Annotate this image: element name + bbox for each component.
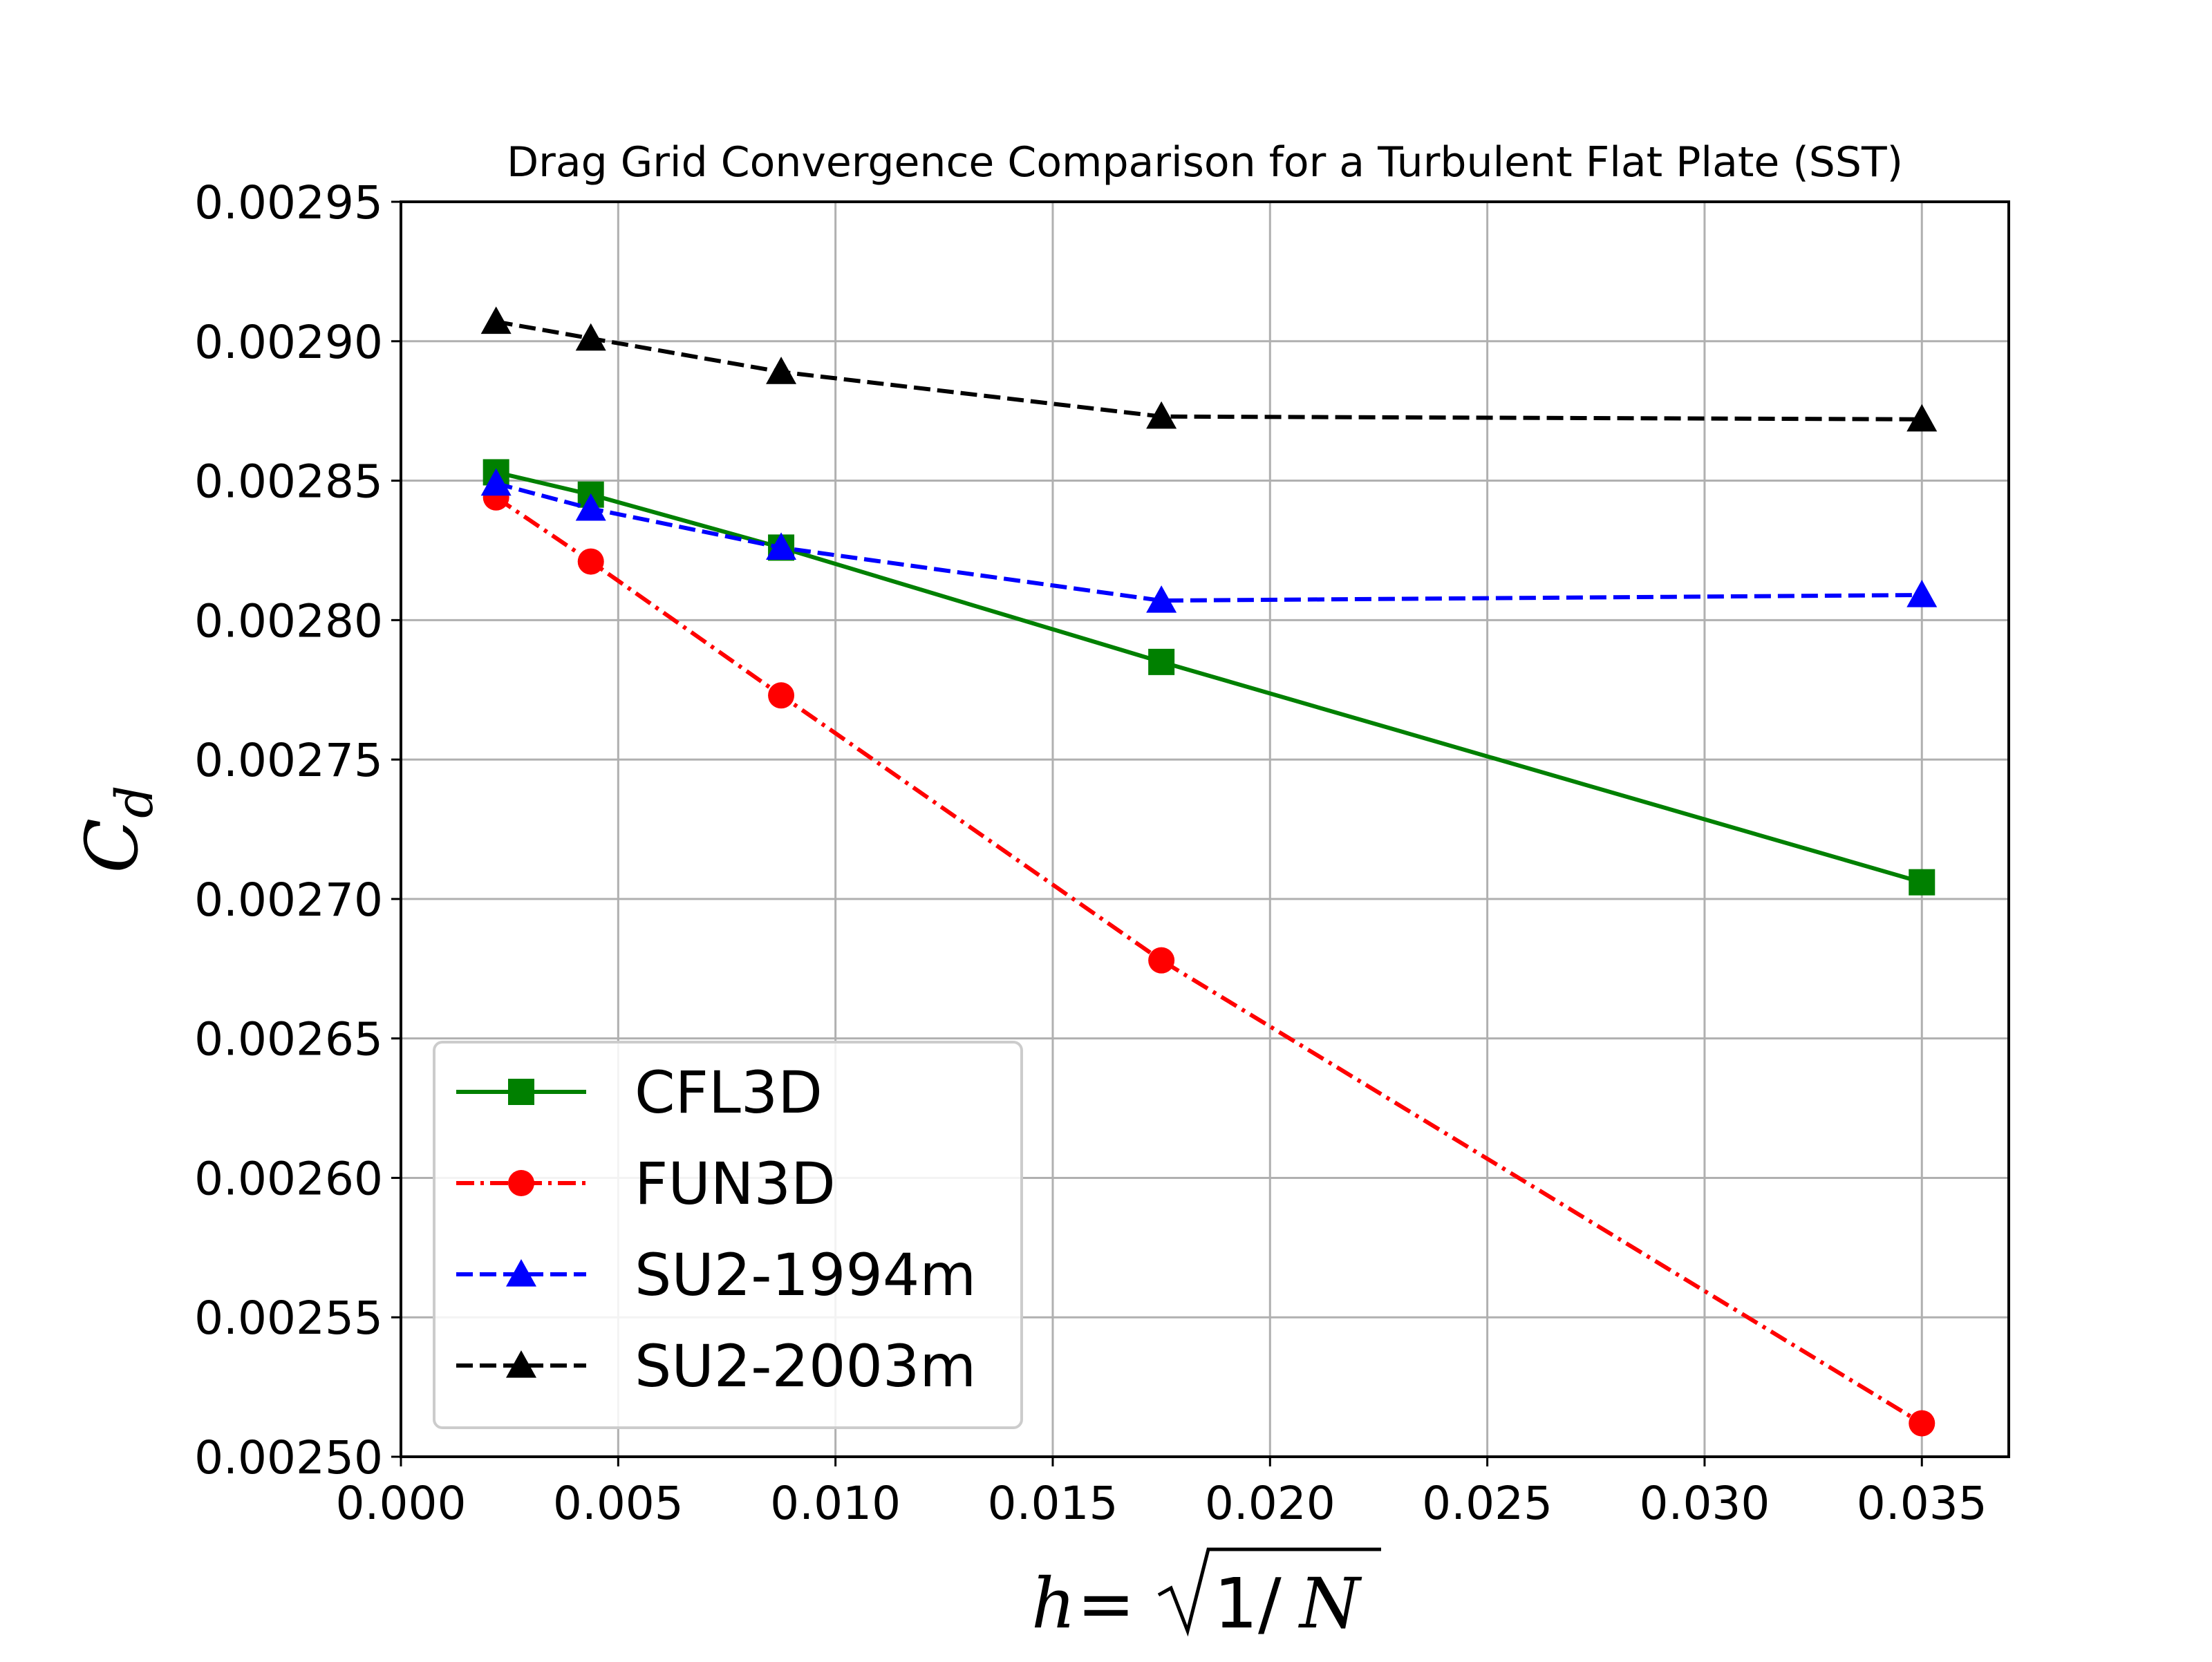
x-tick-label: 0.010 xyxy=(770,1477,901,1530)
x-axis-label: h = 1 / N xyxy=(1031,1547,1381,1644)
data-point xyxy=(575,493,606,521)
data-point xyxy=(1906,404,1938,432)
y-tick-label: 0.00270 xyxy=(194,874,383,927)
y-axis-label: Cd xyxy=(70,786,165,874)
y-tick-label: 0.00295 xyxy=(194,176,383,229)
y-axis-label-main: C xyxy=(70,818,154,874)
y-axis-ticks: 0.00250 0.00255 0.00260 0.00265 0.00270 0.002… xyxy=(194,176,401,1484)
legend-entry: CFL3D xyxy=(456,1059,823,1126)
legend-marker xyxy=(506,1259,536,1287)
y-tick-label: 0.00275 xyxy=(194,734,383,787)
legend-entry: SU2-1994m xyxy=(456,1241,976,1309)
data-point xyxy=(1909,869,1936,896)
y-axis-label-subscript: d xyxy=(105,786,165,818)
data-point xyxy=(1148,648,1175,675)
data-point xyxy=(480,306,512,334)
x-tick-label: 0.020 xyxy=(1205,1477,1335,1530)
data-point xyxy=(1906,580,1938,607)
legend-label: SU2-2003m xyxy=(635,1332,976,1400)
data-point xyxy=(768,682,795,709)
legend: CFL3D FUN3D SU2-1994m SU2-2003m xyxy=(433,1041,1023,1429)
series-layer xyxy=(480,306,1938,1437)
x-tick-label: 0.005 xyxy=(553,1477,684,1530)
legend-label: SU2-1994m xyxy=(635,1241,976,1309)
x-tick-label: 0.000 xyxy=(336,1477,467,1530)
data-point xyxy=(1146,585,1177,613)
y-tick-label: 0.00260 xyxy=(194,1152,383,1205)
legend-box xyxy=(433,1041,1023,1429)
x-axis-label-one: 1 xyxy=(1214,1563,1258,1644)
x-axis-label-slash: / xyxy=(1258,1563,1282,1644)
x-axis-label-radical xyxy=(1157,1547,1381,1637)
data-point xyxy=(575,323,606,351)
y-tick-label: 0.00255 xyxy=(194,1292,383,1345)
legend-marker xyxy=(508,1079,534,1105)
series-su2-1994m xyxy=(480,468,1938,613)
legend-entry: FUN3D xyxy=(456,1150,836,1218)
data-point xyxy=(1148,947,1175,974)
y-tick-label: 0.00280 xyxy=(194,594,383,648)
chart-title: Drag Grid Convergence Comparison for a T… xyxy=(507,138,1903,187)
x-axis-label-equals: = xyxy=(1077,1563,1135,1644)
x-tick-label: 0.035 xyxy=(1857,1477,1987,1530)
data-point xyxy=(1909,1410,1936,1437)
legend-label: FUN3D xyxy=(635,1150,836,1218)
data-point xyxy=(577,548,604,575)
legend-entry: SU2-2003m xyxy=(456,1332,976,1400)
legend-label: CFL3D xyxy=(635,1059,823,1126)
x-tick-label: 0.030 xyxy=(1639,1477,1770,1530)
x-axis-ticks: 0.000 0.005 0.010 0.015 0.020 0.025 0.030 0.035 xyxy=(336,1457,1987,1530)
y-tick-label: 0.00290 xyxy=(194,316,383,369)
data-point xyxy=(766,532,797,560)
x-axis-label-n: N xyxy=(1298,1563,1362,1644)
series-su2-2003m xyxy=(480,306,1938,432)
x-tick-label: 0.015 xyxy=(987,1477,1118,1530)
data-point xyxy=(480,468,512,496)
series-fun3d xyxy=(482,484,1936,1437)
x-tick-label: 0.025 xyxy=(1422,1477,1553,1530)
legend-marker xyxy=(508,1170,534,1196)
data-point xyxy=(1146,401,1177,429)
y-tick-label: 0.00265 xyxy=(194,1013,383,1066)
data-point xyxy=(766,357,797,384)
plot-frame xyxy=(400,200,2010,1458)
x-axis-label-h: h xyxy=(1031,1563,1076,1644)
y-tick-label: 0.00250 xyxy=(194,1431,383,1484)
legend-marker xyxy=(506,1350,536,1378)
y-tick-label: 0.00285 xyxy=(194,455,383,509)
